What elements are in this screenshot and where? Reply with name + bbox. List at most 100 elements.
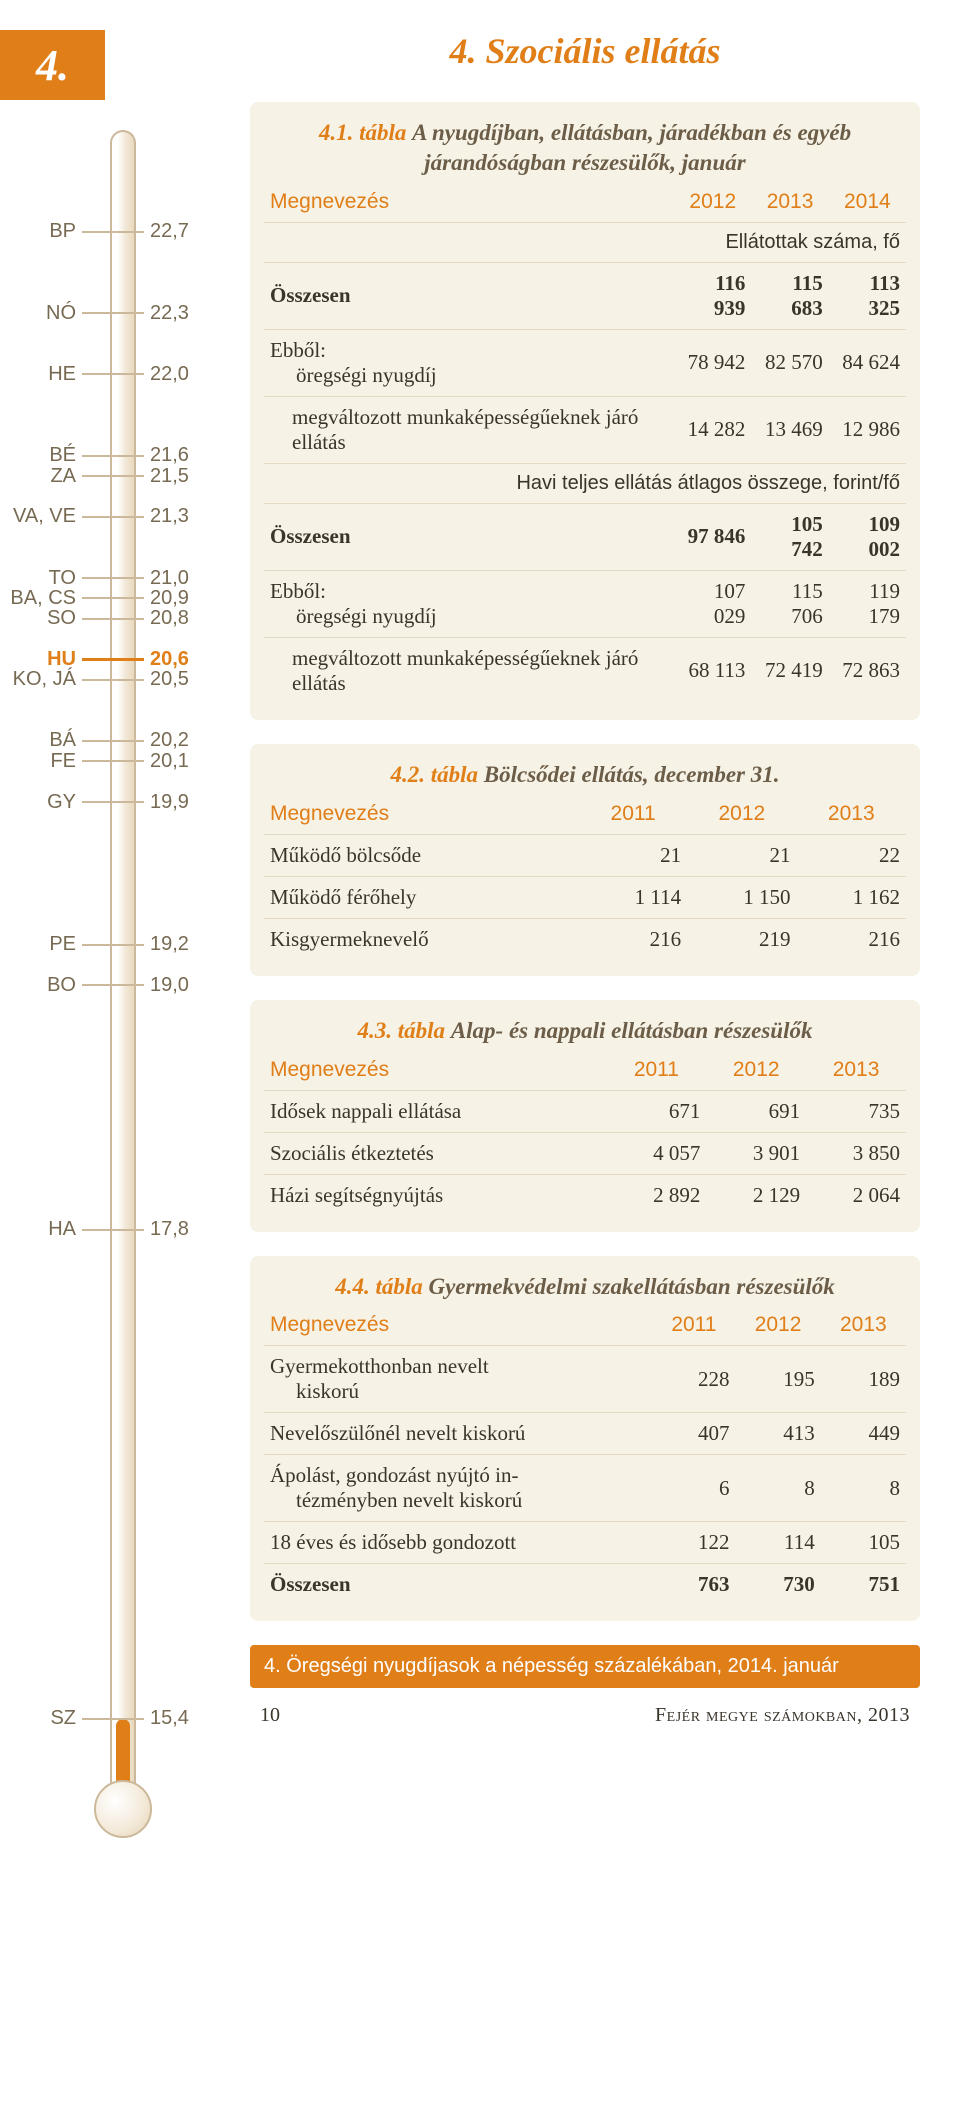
table-4-4: Megnevezés 2011 2012 2013 Gyermekotthonb… bbox=[264, 1305, 906, 1605]
tick-value: 15,4 bbox=[144, 1707, 189, 1730]
subsection-header: Ellátottak száma, fő bbox=[264, 222, 906, 262]
table-row: 18 éves és idősebb gondozott122114105 bbox=[264, 1522, 906, 1564]
tick-value: 21,3 bbox=[144, 505, 189, 528]
table-text: Alap- és nappali ellátásban részesülők bbox=[451, 1018, 813, 1043]
cell-value: 122 bbox=[652, 1522, 735, 1564]
tick-value: 21,5 bbox=[144, 465, 189, 488]
row-label: Házi segítségnyújtás bbox=[264, 1174, 606, 1216]
row-label: Kisgyermeknevelő bbox=[264, 918, 579, 960]
tick-dash bbox=[82, 618, 144, 620]
thermometer-tick: ZA 21,5 bbox=[10, 465, 220, 487]
tick-dash bbox=[82, 231, 144, 233]
cell-value: 119 179 bbox=[829, 570, 906, 637]
thermometer-tick: TO21,0 bbox=[10, 567, 220, 589]
tick-value: 22,7 bbox=[144, 220, 189, 243]
cell-value: 82 570 bbox=[751, 329, 828, 396]
row-label: megváltozott munkaképességűeknek járó el… bbox=[264, 637, 674, 704]
cell-value: 763 bbox=[652, 1564, 735, 1606]
figure-caption-bar: 4. Öregségi nyugdíjasok a népesség száza… bbox=[250, 1645, 920, 1688]
subsection-header: Havi teljes ellátás átlagos összege, for… bbox=[264, 463, 906, 503]
year-col: 2013 bbox=[751, 182, 828, 223]
tick-dash bbox=[82, 801, 144, 803]
thermometer-tick: SO20,8 bbox=[10, 608, 220, 630]
col-header: Megnevezés bbox=[264, 1050, 606, 1091]
cell-value: 691 bbox=[706, 1090, 806, 1132]
tick-dash bbox=[82, 373, 144, 375]
year-col: 2012 bbox=[674, 182, 751, 223]
cell-value: 8 bbox=[821, 1455, 906, 1522]
table-4-1: Megnevezés 2012 2013 2014 Ellátottak szá… bbox=[264, 182, 906, 704]
tick-value: 20,1 bbox=[144, 750, 189, 773]
table-4-3-title: 4.3. tábla Alap- és nappali ellátásban r… bbox=[264, 1012, 906, 1050]
tick-code: PE bbox=[10, 933, 82, 956]
cell-value: 14 282 bbox=[674, 396, 751, 463]
cell-value: 189 bbox=[821, 1346, 906, 1413]
year-col: 2013 bbox=[806, 1050, 906, 1091]
cell-value: 228 bbox=[652, 1346, 735, 1413]
table-num: 4.2. tábla bbox=[390, 762, 478, 787]
table-row: Kisgyermeknevelő216219216 bbox=[264, 918, 906, 960]
table-row: Működő bölcsőde212122 bbox=[264, 834, 906, 876]
thermometer-tick: NÓ22,3 bbox=[10, 302, 220, 324]
tick-code: BP bbox=[10, 220, 82, 243]
table-row: Ápolást, gondozást nyújtó in-tézményben … bbox=[264, 1455, 906, 1522]
thermometer-tick: FE 20,1 bbox=[10, 750, 220, 772]
thermometer: BP22,7NÓ22,3HE22,0BÉ21,6ZA21,5VA, VE21,3… bbox=[10, 130, 220, 1860]
col-header: Megnevezés bbox=[264, 794, 579, 835]
year-col: 2011 bbox=[606, 1050, 706, 1091]
table-row: Ebből:öregségi nyugdíj78 94282 57084 624 bbox=[264, 329, 906, 396]
thermometer-tick: BP 22,7 bbox=[10, 221, 220, 243]
table-4-1-title: 4.1. tábla A nyugdíjban, ellátásban, jár… bbox=[264, 114, 906, 182]
table-4-2-title: 4.2. tábla Bölcsődei ellátás, december 3… bbox=[264, 756, 906, 794]
cell-value: 21 bbox=[687, 834, 796, 876]
cell-value: 114 bbox=[735, 1522, 820, 1564]
tick-dash bbox=[82, 577, 144, 579]
year-col: 2012 bbox=[706, 1050, 806, 1091]
tick-value: 22,3 bbox=[144, 302, 189, 325]
tick-dash bbox=[82, 760, 144, 762]
cell-value: 2 892 bbox=[606, 1174, 706, 1216]
table-row: Idősek nappali ellátása671691735 bbox=[264, 1090, 906, 1132]
cell-value: 6 bbox=[652, 1455, 735, 1522]
tick-code: BO bbox=[10, 974, 82, 997]
cell-value: 219 bbox=[687, 918, 796, 960]
row-label: Működő férőhely bbox=[264, 876, 579, 918]
cell-value: 216 bbox=[579, 918, 687, 960]
tick-dash bbox=[82, 516, 144, 518]
tick-value: 20,8 bbox=[144, 607, 189, 630]
cell-value: 115 683 bbox=[751, 262, 828, 329]
col-header: Megnevezés bbox=[264, 1305, 652, 1346]
row-label: Működő bölcsőde bbox=[264, 834, 579, 876]
tick-dash bbox=[82, 597, 144, 599]
row-label: Idősek nappali ellátása bbox=[264, 1090, 606, 1132]
thermometer-tick: SZ 15,4 bbox=[10, 1708, 220, 1730]
cell-value: 751 bbox=[821, 1564, 906, 1606]
thermometer-tick: GY19,9 bbox=[10, 791, 220, 813]
tick-code: ZA bbox=[10, 465, 82, 488]
tick-code: SZ bbox=[10, 1707, 82, 1730]
row-label: Nevelőszülőnél nevelt kiskorú bbox=[264, 1413, 652, 1455]
table-4-2: Megnevezés 2011 2012 2013 Működő bölcsőd… bbox=[264, 794, 906, 960]
cell-value: 105 bbox=[821, 1522, 906, 1564]
cell-value: 449 bbox=[821, 1413, 906, 1455]
table-row: megváltozott munkaképességűeknek járó el… bbox=[264, 637, 906, 704]
cell-value: 97 846 bbox=[674, 503, 751, 570]
cell-value: 107 029 bbox=[674, 570, 751, 637]
tick-dash bbox=[82, 312, 144, 314]
tick-dash bbox=[82, 740, 144, 742]
tick-value: 22,0 bbox=[144, 363, 189, 386]
table-header-row: Megnevezés 2011 2012 2013 bbox=[264, 1050, 906, 1091]
col-header: Megnevezés bbox=[264, 182, 674, 223]
cell-value: 78 942 bbox=[674, 329, 751, 396]
table-text: Gyermekvédelmi szakellátásban részesülők bbox=[428, 1274, 834, 1299]
tick-code: FE bbox=[10, 750, 82, 773]
tick-code: HA bbox=[10, 1218, 82, 1241]
tick-dash bbox=[82, 475, 144, 477]
row-label: Ebből:öregségi nyugdíj bbox=[264, 329, 674, 396]
section-badge: 4. bbox=[0, 30, 105, 100]
cell-value: 1 150 bbox=[687, 876, 796, 918]
table-row: Összesen97 846105 742109 002 bbox=[264, 503, 906, 570]
cell-value: 407 bbox=[652, 1413, 735, 1455]
table-text: Bölcsődei ellátás, december 31. bbox=[484, 762, 780, 787]
tick-value: 20,5 bbox=[144, 668, 189, 691]
